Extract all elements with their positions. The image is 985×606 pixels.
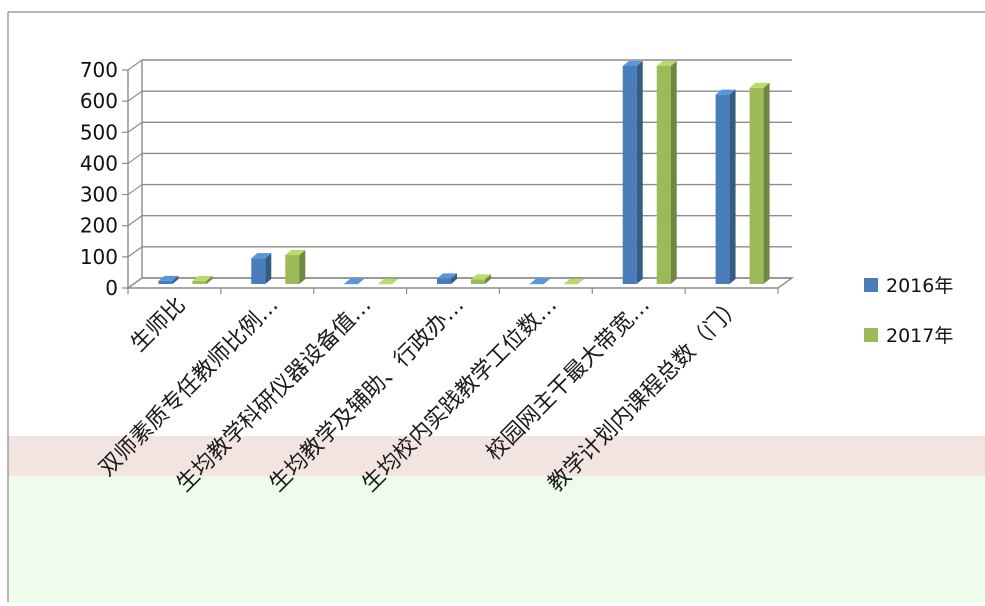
chart-floor: [125, 277, 795, 289]
bar-front: [656, 66, 671, 284]
bar-side: [392, 278, 399, 284]
bar-top: [158, 275, 179, 281]
y-tick-label: 600: [80, 89, 118, 113]
gridline-side: [127, 184, 143, 196]
bar-top: [378, 278, 399, 284]
y-tick-label: 200: [80, 214, 118, 238]
legend-swatch: [864, 328, 878, 342]
legend-item-2016: 2016年: [864, 275, 953, 297]
bar-side: [577, 278, 584, 284]
bar: [529, 278, 550, 285]
bar-top: [622, 61, 643, 66]
bar-front: [192, 280, 207, 284]
bar-side: [485, 274, 491, 284]
legend-label: 2016年: [886, 275, 953, 297]
bar: [437, 273, 457, 284]
y-tick-labels: 0 100 200 300 400 500 600 700: [80, 58, 118, 300]
bar-top: [715, 89, 736, 95]
bar-side: [299, 250, 306, 284]
y-tick-label: 700: [80, 58, 118, 82]
bar: [344, 278, 365, 285]
bar: [715, 89, 736, 284]
bar-top: [251, 253, 272, 259]
y-tick-label: 300: [80, 183, 118, 207]
bar-front: [344, 283, 359, 285]
y-tick-label: 100: [80, 245, 118, 269]
gridline-side: [127, 215, 143, 227]
x-tick-label: 生师比: [126, 293, 190, 357]
bar-top: [192, 275, 213, 281]
bar: [158, 275, 179, 284]
legend-item-2017: 2017年: [864, 325, 953, 347]
bar-front: [622, 66, 637, 284]
bar-front: [285, 255, 300, 284]
bar-side: [763, 82, 770, 284]
gridline-side: [127, 246, 143, 258]
bar: [192, 275, 213, 284]
gridline-side: [127, 59, 143, 71]
bar-top: [344, 278, 365, 284]
bar-front: [715, 94, 730, 284]
bar: [563, 278, 584, 285]
bar: [285, 250, 306, 284]
bar: [378, 278, 399, 285]
bar-top: [749, 82, 770, 88]
y-tick-label: 0: [105, 276, 118, 300]
bar-front: [471, 279, 485, 284]
bar-side: [670, 61, 677, 284]
bars: [158, 61, 770, 285]
bar-top: [471, 274, 491, 280]
bar-front: [437, 278, 451, 284]
gridline-side: [127, 121, 143, 133]
legend-swatch: [864, 278, 878, 292]
gridlines: [127, 59, 792, 289]
gridline-side: [127, 152, 143, 164]
bar-front: [251, 258, 266, 284]
legend-label: 2017年: [886, 325, 953, 347]
bar: [656, 61, 677, 284]
bar-front: [749, 87, 764, 284]
bar-side: [172, 275, 179, 284]
gridline-side: [127, 90, 143, 102]
y-tick-label: 500: [80, 120, 118, 144]
bar-top: [285, 250, 306, 256]
bar-side: [206, 275, 213, 284]
legend: 2016年 2017年: [864, 275, 953, 347]
bar-side: [543, 278, 550, 284]
bar-top: [563, 278, 584, 284]
bar-top: [529, 278, 550, 284]
bar-top: [656, 61, 677, 66]
bar: [622, 61, 643, 284]
bar: [471, 274, 491, 284]
bar: [251, 253, 272, 284]
bar-side: [451, 273, 457, 284]
bar-side: [729, 89, 736, 284]
bar-front: [563, 283, 578, 285]
y-tick-label: 400: [80, 151, 118, 175]
bar-side: [358, 278, 365, 284]
bar-front: [529, 283, 544, 285]
bar: [749, 82, 770, 284]
background-band-lower: [8, 476, 985, 602]
bar-top: [437, 273, 457, 279]
axes: [122, 60, 795, 294]
bar-side: [265, 253, 272, 284]
bar-side: [636, 61, 643, 284]
bar-front: [158, 280, 173, 284]
bar-front: [378, 283, 393, 285]
